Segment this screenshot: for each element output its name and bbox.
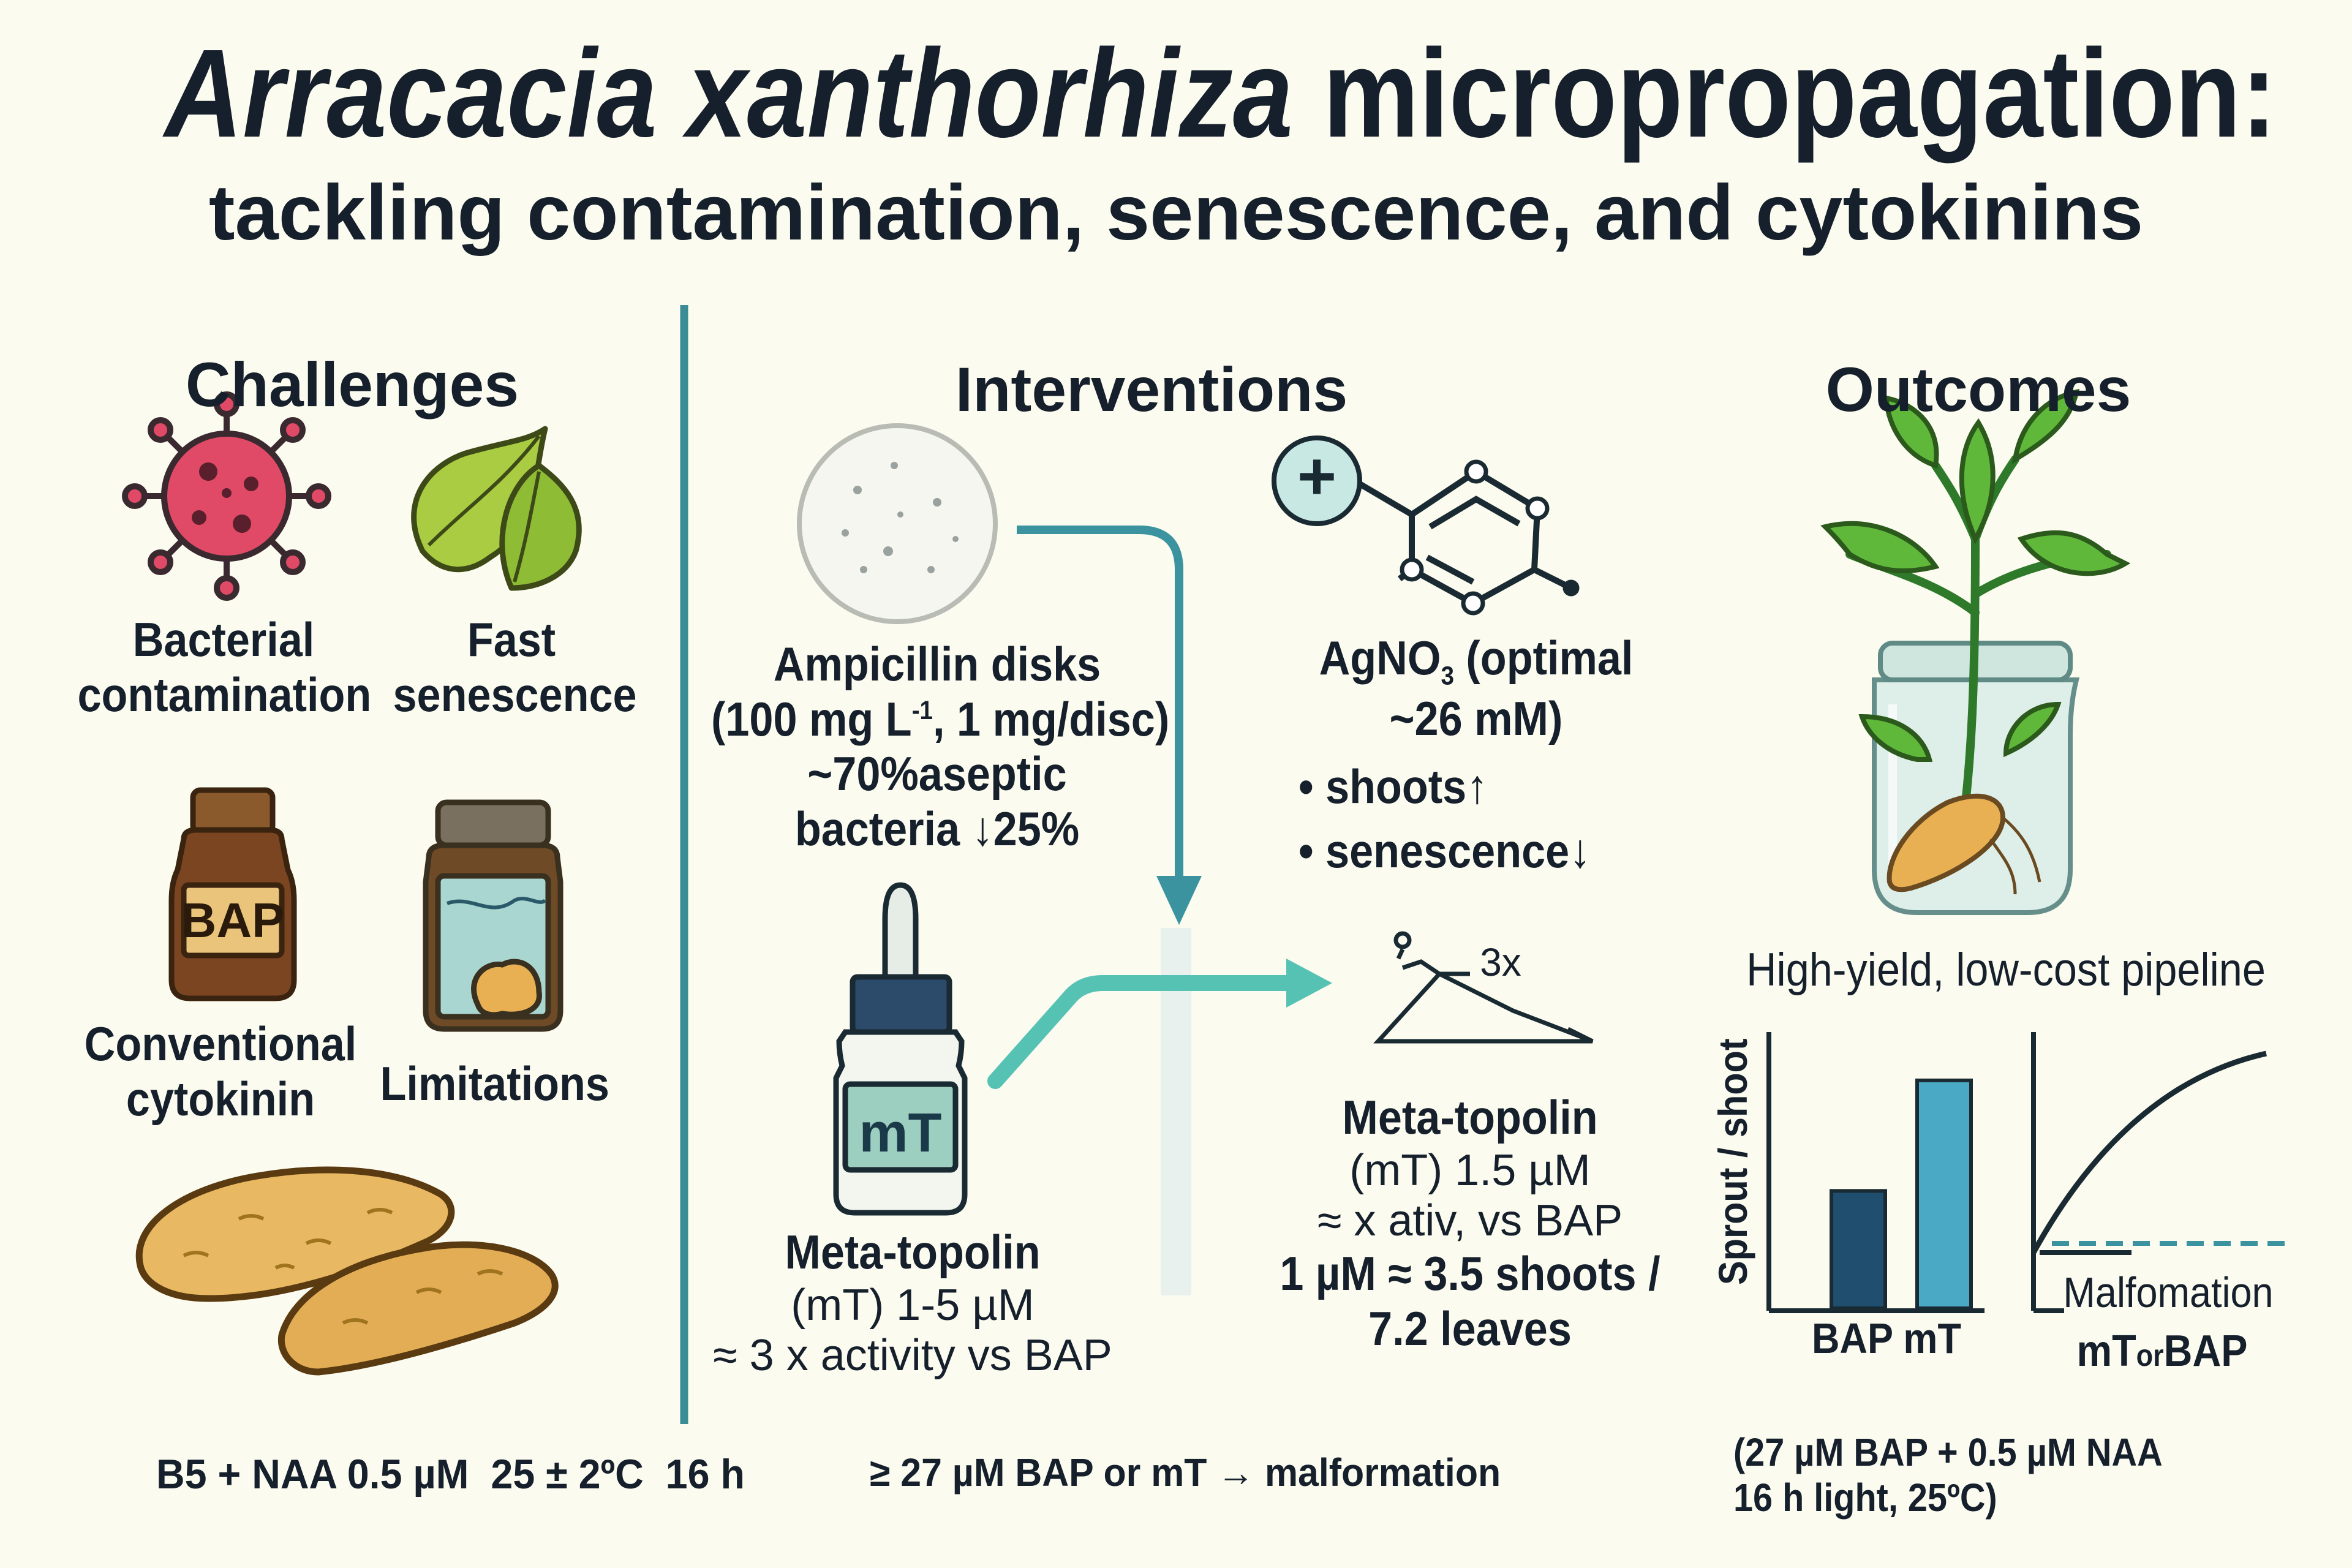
bar-chart-axes: [1766, 1032, 2064, 1313]
ampicillin-line3: ~70%aseptic: [807, 747, 1067, 801]
limitations-label: Limitations: [380, 1057, 609, 1110]
flow-arrow-right-head: [1286, 959, 1332, 1008]
challenges-heading: Challenges: [185, 350, 519, 420]
mt-or-bap-a: mT: [2076, 1327, 2136, 1376]
agno3-bullet-shoots: • shoots↑: [1298, 760, 1488, 813]
chart-ylabel: Sprout / shoot: [1710, 1038, 1756, 1285]
ampicillin-line2: (100 mg L-1, 1 mg/disc): [711, 692, 1169, 747]
conventional-cytokinin-label: Conventional cytokinin: [83, 1017, 358, 1126]
pipeline-caption: High-yield, low-cost pipeline: [1746, 944, 2266, 996]
agno3-text: AgNO3 (optimal ~26 mM): [1278, 631, 1675, 747]
senescent-leaf-icon: [411, 426, 582, 591]
metatopolin-right-text: Meta-topolin (mT) 1.5 µM ≈ x ativ, vs BA…: [1250, 1090, 1691, 1357]
bap-bottle-icon: [168, 787, 297, 1001]
page-subtitle: tackling contamination, senescence, and …: [208, 169, 2144, 257]
ampicillin-line4: bacteria ↓25%: [794, 802, 1080, 856]
malformation-label: Malfomation: [2063, 1268, 2274, 1316]
mt-or-bap-c: BAP: [2163, 1327, 2248, 1376]
mt-right-line4: 1 µM ≈ 3.5 shoots /: [1280, 1246, 1660, 1301]
ampicillin-disk-icon: [797, 423, 998, 624]
metatopolin-left-text: Meta-topolin (mT) 1-5 µM ≈ 3 x activity …: [698, 1225, 1127, 1381]
ampicillin-line2b: , 1 mg/disc): [933, 692, 1170, 746]
interventions-heading: Interventions: [955, 355, 1348, 424]
footer-media-conditions: B5 + NAA 0.5 µM 25 ± 2ºC 16 h: [156, 1451, 745, 1498]
cytokinin-line1: Conventional: [84, 1017, 357, 1071]
agno3-atoms: [1400, 459, 1580, 616]
ampicillin-line2a: (100 mg L: [711, 692, 912, 746]
mt-left-line3: ≈ 3 x activity vs BAP: [713, 1331, 1112, 1381]
arracacha-root-icon: [135, 1166, 559, 1376]
ampicillin-line1: Ampicillin disks: [773, 637, 1101, 691]
conditions-line1: (27 µM BAP + 0.5 µM NAA: [1733, 1430, 2163, 1474]
conditions-line2: 16 h light, 25ºC): [1733, 1475, 1997, 1520]
agno3-line1b: (optimal: [1453, 631, 1634, 685]
bacterial-line1: Bacterial: [132, 612, 315, 666]
mt-or-bap-label: mTorBAP: [2052, 1326, 2272, 1377]
bacterial-contamination-label: Bacterial contamination: [77, 612, 372, 722]
bar-chart-bars: [1830, 1078, 1973, 1311]
bacteria-icon: [122, 391, 331, 601]
bar-bap: [1830, 1189, 1887, 1310]
threex-label: 3x: [1480, 940, 1521, 984]
mt-or-bap-b: or: [2136, 1338, 2164, 1373]
footer-malformation-threshold: ≥ 27 µM BAP or mT → malformation: [870, 1450, 1501, 1494]
outcomes-heading: Outcomes: [1825, 355, 2132, 424]
jar-root: [1887, 793, 2041, 895]
mt-left-line1: Meta-topolin: [785, 1225, 1041, 1279]
agno3-line2: ~26 mM): [1389, 691, 1563, 745]
agno3-bullet-senescence: • senescence↓: [1298, 824, 1591, 878]
mt-right-line5: 7.2 leaves: [1368, 1301, 1572, 1355]
limitations-jar-icon: [423, 799, 564, 1032]
mt-left-line2: (mT) 1-5 µM: [791, 1280, 1035, 1330]
title-italic: Arracacia xanthorhiza: [164, 23, 1293, 164]
bacterial-line2: contamination: [77, 667, 372, 722]
mt-dropper-bottle-icon: [833, 882, 968, 1216]
mt-right-line2: (mT) 1.5 µM: [1349, 1145, 1591, 1195]
title-rest: micropropagation:: [1292, 23, 2277, 164]
mt-right-line1: Meta-topolin: [1342, 1090, 1598, 1144]
agno3-line1a: AgNO: [1319, 631, 1441, 685]
cytokinin-line2: cytokinin: [126, 1071, 315, 1126]
flow-arrow-down-head: [1156, 876, 1202, 925]
flow-arrow-down: [1017, 526, 1183, 882]
plant-leaves: [1820, 388, 2131, 762]
senescence-line1: Fast: [467, 612, 556, 666]
agno3-line1: AgNO3 (optimal: [1278, 631, 1675, 692]
saturation-curve: [2031, 1050, 2267, 1254]
mt-bottle-label: mT: [859, 1102, 942, 1164]
bar-mt: [1915, 1078, 1973, 1311]
bap-bottle-label: BAP: [181, 893, 285, 948]
agno3-plus-sign: +: [1297, 439, 1337, 514]
fast-senescence-label: Fast senescence: [393, 612, 637, 722]
ampicillin-line2sup: -1: [911, 695, 933, 725]
chart-bar-labels: BAP mT: [1812, 1314, 1961, 1362]
root-texture: [183, 1208, 503, 1325]
senescence-line2: senescence: [393, 667, 637, 722]
flow-arrow-right: [987, 975, 1294, 1089]
conditions-note: (27 µM BAP + 0.5 µM NAA 16 h light, 25ºC…: [1733, 1430, 2163, 1520]
ampicillin-text: Ampicillin disks (100 mg L-1, 1 mg/disc)…: [711, 637, 1169, 857]
threex-sketch-icon: [1373, 931, 1594, 1044]
agno3-line1sub: 3: [1441, 661, 1454, 691]
page-title: Arracacia xanthorhiza micropropagation:: [164, 23, 2277, 164]
mt-right-line3: ≈ x ativ, vs BAP: [1317, 1196, 1623, 1246]
